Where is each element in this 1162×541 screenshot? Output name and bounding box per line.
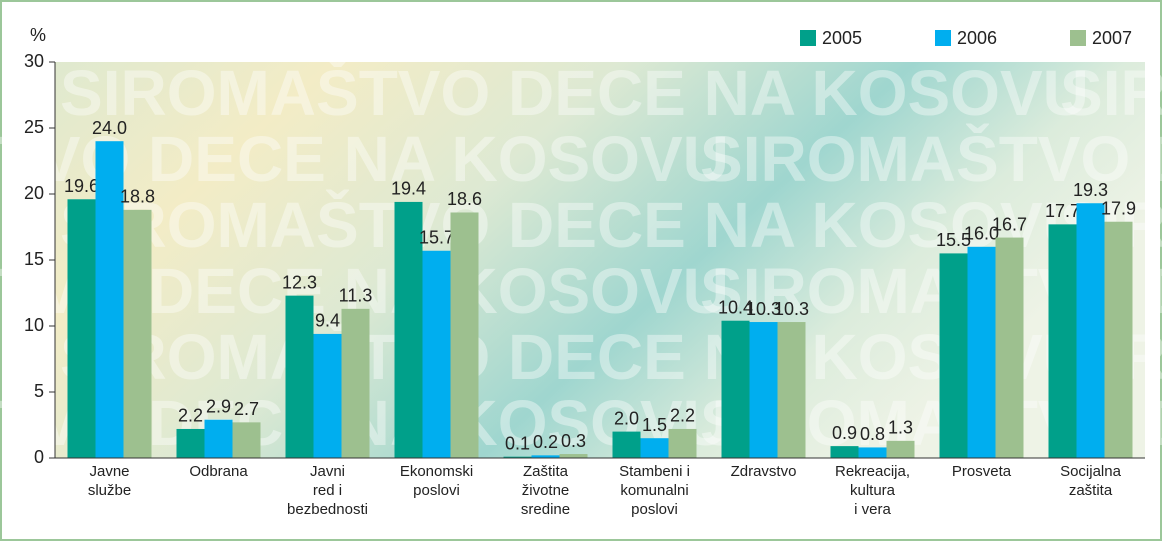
value-label: 11.3 (339, 286, 373, 306)
bar (341, 308, 370, 458)
bar (1048, 224, 1077, 458)
bar (176, 428, 205, 458)
x-tick-label: Javni red i bezbednosti (287, 463, 368, 518)
bar (995, 237, 1024, 458)
y-tick-label: 0 (34, 447, 44, 467)
bar (858, 447, 887, 458)
bar (450, 212, 479, 458)
bar (886, 440, 915, 458)
bar (1104, 221, 1133, 458)
bar (939, 253, 968, 458)
x-tick-label: Ekonomski poslovi (399, 463, 474, 499)
y-tick-label: 5 (34, 381, 44, 401)
x-tick-label: Javne službe (87, 463, 132, 499)
value-label: 19.6 (64, 176, 99, 196)
bar (1076, 203, 1105, 458)
bar (749, 322, 778, 458)
bar (422, 250, 451, 458)
value-label: 10.3 (746, 299, 781, 319)
value-label: 10.3 (774, 299, 809, 319)
watermark: SIROMAŠTVO DECE NA KOSOVU (60, 320, 1089, 393)
value-label: 17.9 (1101, 198, 1136, 218)
bar (503, 456, 532, 458)
value-label: 18.6 (447, 189, 482, 209)
bar (830, 446, 859, 458)
value-label: 2.2 (670, 406, 695, 426)
value-label: 1.3 (888, 418, 913, 438)
legend-swatch (800, 30, 816, 46)
legend-label: 2006 (957, 28, 997, 48)
bar (531, 455, 560, 458)
x-tick-label: Odbrana (189, 463, 248, 480)
value-label: 2.2 (178, 406, 203, 426)
bar (559, 454, 588, 458)
bar (285, 295, 314, 458)
value-label: 2.0 (614, 408, 639, 428)
bar (668, 428, 697, 458)
value-label: 16.0 (964, 224, 999, 244)
y-tick-label: 10 (24, 315, 44, 335)
value-label: 12.3 (282, 272, 317, 292)
bar (95, 141, 124, 458)
bar (640, 438, 669, 458)
x-tick-label: Stambeni i komunalni poslovi (619, 463, 690, 518)
value-label: 19.3 (1073, 180, 1108, 200)
bar (394, 201, 423, 459)
bar (313, 333, 342, 458)
value-label: 0.1 (505, 433, 530, 453)
watermark: SIROMAŠTVO DECE NA KOSOVU (60, 56, 1089, 129)
legend-label: 2005 (822, 28, 862, 48)
value-label: 16.7 (992, 214, 1027, 234)
value-label: 18.8 (120, 187, 155, 207)
x-tick-label: Zaštita životne sredine (520, 463, 571, 518)
bar (204, 419, 233, 458)
x-tick-label: Socijalna zaštita (1060, 463, 1121, 499)
value-label: 2.7 (234, 399, 259, 419)
watermark: SIROMAŠTVO DECE NA KOSOVU (700, 122, 1162, 195)
value-label: 2.9 (206, 396, 231, 416)
legend-swatch (1070, 30, 1086, 46)
legend-label: 2007 (1092, 28, 1132, 48)
value-label: 0.8 (860, 424, 885, 444)
value-label: 10.4 (718, 297, 753, 317)
value-label: 19.4 (391, 179, 426, 199)
value-label: 15.5 (936, 230, 971, 250)
watermark: SIROMAŠTVO DECE NA KOSOVU (1060, 56, 1162, 129)
y-tick-label: 20 (24, 183, 44, 203)
bar (721, 320, 750, 458)
bar (67, 199, 96, 458)
value-label: 0.2 (533, 432, 558, 452)
value-label: 1.5 (642, 415, 667, 435)
y-tick-label: 15 (24, 249, 44, 269)
y-tick-label: 25 (24, 117, 44, 137)
legend-swatch (935, 30, 951, 46)
value-label: 9.4 (315, 311, 340, 331)
x-tick-label: Prosveta (951, 463, 1012, 480)
value-label: 0.3 (561, 431, 586, 451)
y-axis-label: % (30, 25, 46, 45)
y-tick-label: 30 (24, 51, 44, 71)
bar (123, 209, 152, 458)
bar (232, 422, 261, 458)
watermark: SIROMAŠTVO DECE NA KOSOVU (60, 188, 1089, 261)
bar (612, 431, 641, 458)
bar (777, 322, 806, 458)
value-label: 0.9 (832, 423, 857, 443)
value-label: 17.7 (1045, 201, 1080, 221)
bar (967, 246, 996, 458)
value-label: 15.7 (419, 228, 454, 248)
value-label: 24.0 (92, 118, 127, 138)
x-tick-label: Zdravstvo (730, 463, 797, 480)
x-tick-label: Rekreacija, kultura i vera (834, 463, 911, 518)
